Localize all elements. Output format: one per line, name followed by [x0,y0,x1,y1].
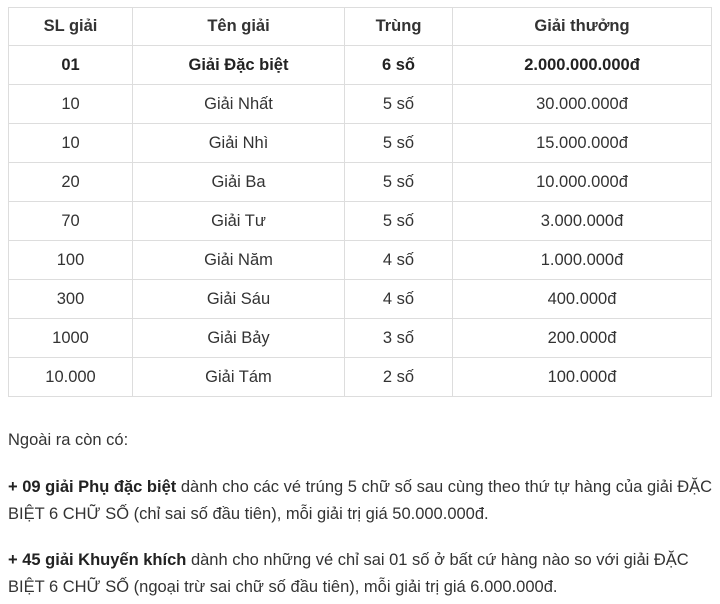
note-body: dành cho những vé chỉ sai 01 số ở bất cứ… [8,551,689,596]
header-quantity: SL giải [8,7,133,46]
cell-prize-name: Giải Nhất [132,84,345,124]
cell-prize-value: 200.000đ [452,318,712,358]
table-row: 10 Giải Nhất 5 số 30.000.000đ [8,84,712,124]
table-row: 1000 Giải Bảy 3 số 200.000đ [8,318,712,358]
cell-quantity: 20 [8,162,133,202]
cell-prize-name: Giải Năm [132,240,345,280]
cell-prize-name: Giải Sáu [132,279,345,319]
cell-match: 6 số [344,45,453,85]
table-row: 20 Giải Ba 5 số 10.000.000đ [8,162,712,202]
cell-match: 5 số [344,162,453,202]
header-match: Trùng [344,7,453,46]
cell-quantity: 70 [8,201,133,241]
cell-match: 4 số [344,279,453,319]
cell-quantity: 300 [8,279,133,319]
table-row: 10 Giải Nhì 5 số 15.000.000đ [8,123,712,163]
cell-match: 5 số [344,201,453,241]
cell-prize-name: Giải Bảy [132,318,345,358]
cell-quantity: 1000 [8,318,133,358]
cell-prize-name: Giải Tám [132,357,345,397]
cell-prize-value: 3.000.000đ [452,201,712,241]
cell-prize-name: Giải Tư [132,201,345,241]
cell-match: 3 số [344,318,453,358]
note-encouragement: + 45 giải Khuyến khích dành cho những vé… [8,547,718,600]
note-special-consolation: + 09 giải Phụ đặc biệt dành cho các vé t… [8,474,718,527]
cell-prize-name: Giải Đặc biệt [132,45,345,85]
cell-prize-value: 10.000.000đ [452,162,712,202]
table-header-row: SL giải Tên giải Trùng Giải thưởng [8,7,712,46]
cell-prize-value: 15.000.000đ [452,123,712,163]
cell-quantity: 100 [8,240,133,280]
cell-prize-name: Giải Ba [132,162,345,202]
note-title: + 45 giải Khuyến khích [8,551,187,569]
table-row: 70 Giải Tư 5 số 3.000.000đ [8,201,712,241]
cell-quantity: 10.000 [8,357,133,397]
table-row: 10.000 Giải Tám 2 số 100.000đ [8,357,712,397]
table-row: 100 Giải Năm 4 số 1.000.000đ [8,240,712,280]
cell-prize-value: 400.000đ [452,279,712,319]
header-prize-value: Giải thưởng [452,7,712,46]
intro-text: Ngoài ra còn có: [8,431,129,449]
header-prize-name: Tên giải [132,7,345,46]
note-body: dành cho các vé trúng 5 chữ số sau cùng … [8,478,713,523]
cell-match: 5 số [344,123,453,163]
cell-match: 2 số [344,357,453,397]
table-row: 300 Giải Sáu 4 số 400.000đ [8,279,712,319]
table-row: 01 Giải Đặc biệt 6 số 2.000.000.000đ [8,45,712,85]
prize-table: SL giải Tên giải Trùng Giải thưởng 01 Giả… [8,7,712,397]
cell-match: 4 số [344,240,453,280]
cell-prize-value: 100.000đ [452,357,712,397]
cell-prize-value: 30.000.000đ [452,84,712,124]
cell-prize-value: 2.000.000.000đ [452,45,712,85]
cell-match: 5 số [344,84,453,124]
cell-quantity: 01 [8,45,133,85]
cell-prize-name: Giải Nhì [132,123,345,163]
note-title: + 09 giải Phụ đặc biệt [8,478,177,496]
cell-prize-value: 1.000.000đ [452,240,712,280]
cell-quantity: 10 [8,123,133,163]
cell-quantity: 10 [8,84,133,124]
